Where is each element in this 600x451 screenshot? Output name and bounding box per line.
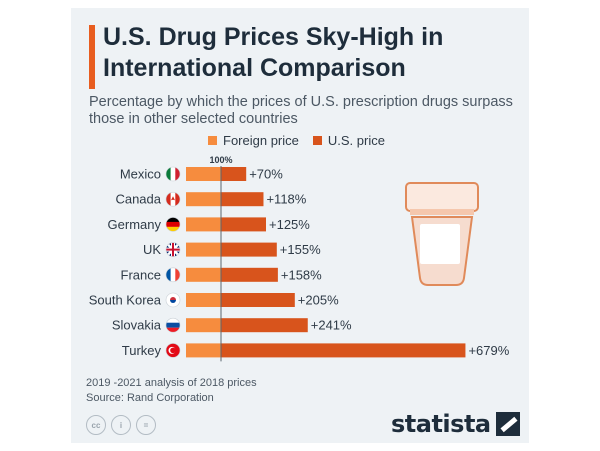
pill-bottle-rim [410, 209, 474, 215]
pill-bottle-cap [405, 182, 479, 212]
bar-us-price [221, 167, 247, 181]
bar-us-price [221, 242, 277, 257]
bar-foreign-price [186, 192, 221, 207]
legend-label-us: U.S. price [327, 133, 385, 148]
creative-commons-icon[interactable]: cc [86, 415, 106, 435]
footnote: 2019 -2021 analysis of 2018 prices Sourc… [86, 376, 257, 406]
legend: Foreign price U.S. price [208, 133, 385, 148]
note-text: 2019 -2021 analysis of 2018 prices [86, 377, 257, 389]
legend-swatch-foreign [208, 136, 217, 145]
legend-swatch-us [312, 136, 322, 145]
bar-foreign-price [186, 343, 221, 358]
value-label: +118% [266, 192, 306, 207]
turkey-flag-icon [165, 343, 181, 358]
legend-item-foreign: Foreign price [208, 133, 299, 148]
bar-foreign-price [186, 293, 221, 307]
bar-us-price [221, 343, 466, 358]
pill-bottle-label [420, 224, 460, 264]
pill-bottle-icon [405, 182, 479, 286]
category-label: UK [143, 242, 161, 257]
uk-flag-icon [165, 242, 181, 257]
chart-title: U.S. Drug Prices Sky-High in Internation… [103, 23, 444, 82]
category-label: Canada [115, 192, 161, 207]
value-label: +125% [269, 217, 310, 232]
category-label: Turkey [122, 343, 162, 358]
attribution-icon[interactable]: i [111, 415, 131, 435]
chart-subtitle: Percentage by which the prices of U.S. p… [89, 94, 513, 127]
france-flag-icon [165, 267, 181, 283]
bar-us-price [221, 293, 295, 307]
bar-foreign-price [186, 242, 221, 257]
infographic-card: U.S. Drug Prices Sky-High in Internation… [71, 8, 529, 443]
value-label: +679% [468, 343, 509, 358]
title-accent-bar [89, 25, 95, 89]
bar-foreign-price [186, 267, 221, 282]
value-label: +241% [311, 318, 352, 333]
baseline-label: 100% [209, 155, 232, 165]
source-text: Source: Rand Corporation [86, 392, 214, 404]
canada-flag-icon [165, 191, 181, 207]
statista-logo[interactable]: statista [391, 410, 520, 438]
south-korea-flag-icon [165, 292, 181, 308]
bar-foreign-price [186, 318, 221, 333]
value-label: +158% [281, 267, 322, 282]
germany-flag-icon [165, 217, 181, 232]
value-label: +70% [249, 167, 283, 182]
license-icons: cc i = [86, 415, 156, 435]
category-label: South Korea [89, 293, 162, 308]
category-label: Germany [108, 217, 162, 232]
slovakia-flag-icon [165, 317, 181, 333]
bar-chart: 100% Mexico +70% Canada +118% Germany +125% UK +… [89, 155, 510, 362]
statista-mark-icon [495, 412, 520, 436]
value-label: +205% [298, 293, 339, 308]
bar-us-price [221, 318, 308, 333]
no-derivatives-icon[interactable]: = [136, 415, 156, 435]
bar-foreign-price [186, 167, 221, 181]
category-label: Mexico [120, 167, 161, 182]
bar-foreign-price [186, 217, 221, 232]
bar-us-price [221, 267, 278, 282]
category-label: France [121, 267, 161, 282]
bar-us-price [221, 217, 266, 232]
category-label: Slovakia [112, 318, 162, 333]
brand-wordmark: statista [391, 410, 491, 438]
legend-label-foreign: Foreign price [223, 133, 299, 148]
legend-item-us: U.S. price [312, 133, 385, 148]
bar-us-price [221, 192, 264, 207]
value-label: +155% [280, 242, 321, 257]
mexico-flag-icon [165, 166, 181, 182]
